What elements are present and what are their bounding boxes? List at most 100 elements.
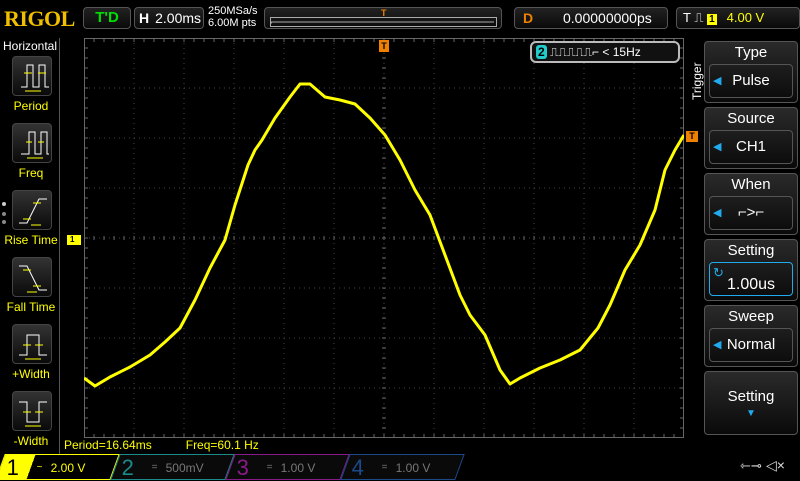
waveform-grid [84,38,684,438]
period-icon [21,64,49,92]
menu-title: Trigger [690,62,704,100]
horizontal-label: H [139,10,150,26]
down-arrow-icon: ▼ [746,408,756,419]
channel-2-tab[interactable]: 2 = 500mV [110,454,235,480]
ch1-offset-marker[interactable]: 1 [67,235,81,245]
menu-item-label: Source [727,110,775,127]
page-dot [2,220,6,224]
channel-scale: 2.00 V [50,461,86,475]
fall-time-button[interactable] [12,257,52,297]
measure-label: Freq [18,166,44,180]
channel-scale: 500mV [165,461,204,475]
menu-item-value: 1.00us [726,276,776,293]
freq-readout: Freq=60.1 Hz [185,438,259,452]
sample-rate: 250MSa/s [208,5,258,17]
channel-badge: 2 [536,45,547,59]
freq-button[interactable] [12,123,52,163]
freq-icon [21,131,49,159]
trigger-type-button[interactable]: Type ◀ Pulse [704,41,798,103]
delay-box[interactable]: D 0.00000000ps [514,7,668,29]
left-arrow-icon: ◀ [713,339,722,351]
measurement-readouts: Period=16.64ms Freq=60.1 Hz [64,438,293,452]
page-dot [2,212,6,216]
width-button[interactable] [12,324,52,364]
channel-number: 2 [121,455,134,480]
channel-1-tab[interactable]: 1 ~2.00 V [0,454,120,480]
measure-label: Period [13,99,49,113]
menu-item-value-box: ◀ ⌐>⌐ [709,196,793,230]
coupling-icon: = [381,462,388,473]
page-dot [2,202,6,206]
mute-icon[interactable]: ◁× [766,457,785,473]
delay-value: 0.00000000ps [563,10,652,26]
channel-number: 1 [6,455,19,480]
timebase-box[interactable]: H 2.00ms [134,7,204,29]
pos-width-icon [19,334,47,360]
ch1-waveform [84,82,684,388]
trigger-sweep-button[interactable]: Sweep ◀ Normal [704,305,798,367]
measure-label: -Width [13,434,49,448]
rising-edge-icon: ⎍ [694,10,704,25]
menu-item-label: Type [734,44,768,61]
channel-number: 3 [236,455,249,480]
fall-time-icon [19,265,47,293]
trigger-box[interactable]: T ⎍ 1 4.00 V [676,7,800,29]
memory-waveform [270,17,497,27]
delay-label: D [523,10,534,26]
measure-label: +Width [12,367,50,381]
coupling-icon: ~ [36,462,43,473]
channel-scale: 1.00 V [395,461,431,475]
left-arrow-icon: ◀ [713,75,722,87]
channel-4-tab[interactable]: 4 = 1.00 V [340,454,465,480]
memory-depth: 6.00M pts [208,17,257,29]
measure-label: Rise Time [4,233,58,247]
menu-item-value-box: ◀ CH1 [709,130,793,164]
run-status[interactable]: T'D [83,7,131,29]
trigger-level-marker[interactable]: T [686,131,698,142]
panel-title: Horizontal [3,39,58,53]
neg-width-icon [19,401,47,427]
trigger-source-button[interactable]: Source ◀ CH1 [704,107,798,169]
rise-time-icon [19,198,47,226]
menu-item-value: ⌐>⌐ [737,204,765,221]
left-arrow-icon: ◀ [713,141,722,153]
menu-item-label: When [731,176,771,193]
memory-overview: T [264,7,502,29]
menu-item-value: Normal [726,336,776,353]
menu-item-value-box: ◀ Normal [709,328,793,362]
channel-bar: ⇽⊸ ◁× 1 ~2.00 V 2 = 500mV 3 = 1.00 V 4 = 1.00 V [0,454,800,480]
measure-panel: Horizontal [0,38,60,454]
trigger-source: 1 [707,14,717,25]
pulse-train-icon: ⎍⎍⎍⎍⎍⌐ [550,45,600,59]
trigger-when-button[interactable]: When ◀ ⌐>⌐ [704,173,798,235]
rise-time-button[interactable] [12,190,52,230]
pulse-condition: < 15Hz [602,45,641,59]
coupling-icon: = [151,462,158,473]
coupling-icon: = [266,462,273,473]
timebase-value: 2.00ms [155,10,202,26]
menu-item-label: Sweep [728,308,774,325]
menu-item-label: Setting [727,388,775,405]
trigger-setting-button[interactable]: Setting ↻ 1.00us [704,239,798,301]
acquisition-info: 250MSa/s 6.00M pts [208,5,258,29]
trigger-setting-button[interactable]: Setting ▼ [704,371,798,435]
width-button[interactable] [12,391,52,431]
rotate-knob-icon: ↻ [713,265,724,280]
channel-scale: 1.00 V [280,461,316,475]
pulse-trigger-info: 2 ⎍⎍⎍⎍⎍⌐ < 15Hz [530,41,680,63]
menu-item-label: Setting [727,242,775,259]
channel-3-tab[interactable]: 3 = 1.00 V [225,454,350,480]
period-button[interactable] [12,56,52,96]
menu-item-value-box: ↻ 1.00us [709,262,793,296]
left-arrow-icon: ◀ [713,207,722,219]
trigger-label: T [683,10,691,25]
usb-icon: ⇽⊸ [740,458,762,473]
trigger-position-icon: T [381,8,387,18]
menu-item-value-box: ◀ Pulse [709,64,793,98]
menu-item-value: Pulse [732,72,770,89]
period-readout: Period=16.64ms [64,438,152,452]
trigger-level: 4.00 V [726,10,765,25]
trigger-position-marker[interactable]: T [379,40,389,52]
channel-number: 4 [351,455,364,480]
measure-label: Fall Time [6,300,56,314]
